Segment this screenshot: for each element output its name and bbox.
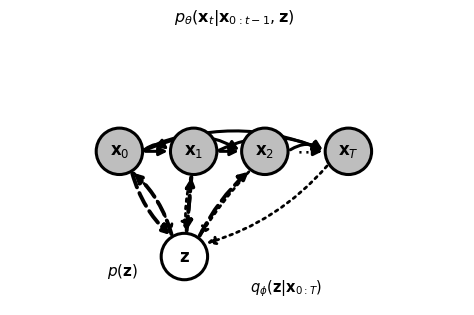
Text: $p_\theta(\mathbf{x}_t|\mathbf{x}_{0:t-1}, \mathbf{z})$: $p_\theta(\mathbf{x}_t|\mathbf{x}_{0:t-1… bbox=[174, 8, 294, 28]
Text: $\mathbf{z}$: $\mathbf{z}$ bbox=[179, 248, 190, 266]
Circle shape bbox=[242, 128, 288, 175]
Text: $\mathbf{x}_2$: $\mathbf{x}_2$ bbox=[255, 142, 274, 160]
Text: $\mathbf{x}_T$: $\mathbf{x}_T$ bbox=[338, 142, 359, 160]
Text: $\mathbf{x}_0$: $\mathbf{x}_0$ bbox=[109, 142, 129, 160]
Circle shape bbox=[171, 128, 217, 175]
Text: $q_\phi(\mathbf{z}|\mathbf{x}_{0:T})$: $q_\phi(\mathbf{z}|\mathbf{x}_{0:T})$ bbox=[250, 279, 323, 299]
Text: $\mathbf{x}_1$: $\mathbf{x}_1$ bbox=[184, 142, 203, 160]
Circle shape bbox=[96, 128, 143, 175]
Circle shape bbox=[161, 233, 208, 280]
Text: $\cdots$: $\cdots$ bbox=[296, 141, 317, 161]
Circle shape bbox=[325, 128, 372, 175]
Text: $p(\mathbf{z})$: $p(\mathbf{z})$ bbox=[107, 262, 138, 282]
